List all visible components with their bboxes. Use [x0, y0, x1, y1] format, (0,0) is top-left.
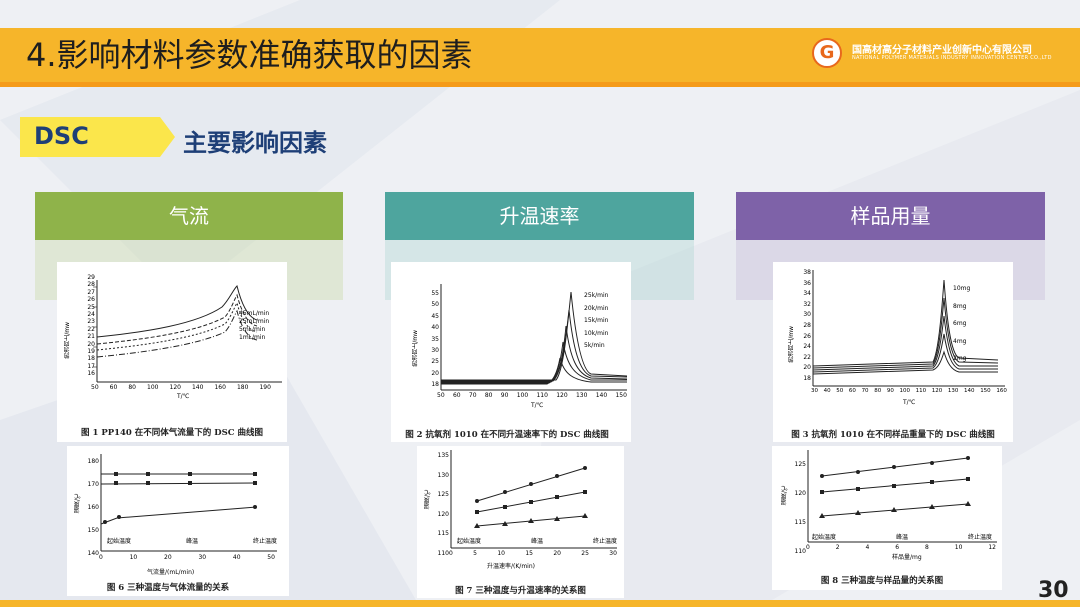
figure-1-yticks: 29 28 27 26 25 24 23 22 21 20 19 18 17 16 — [87, 274, 95, 378]
figure-2-yticks: 55 50 45 40 35 30 25 20 18 — [431, 290, 439, 389]
figure-1-legend: 45mL/min 25mL/min 5mL/min 1mL/min — [239, 310, 270, 341]
figure-8-xlabel: 样品量/mg — [892, 554, 922, 561]
figure-1-ylabel: 热流向上/mw — [64, 322, 71, 359]
figure-6-xticks: 0 10 20 30 40 50 — [99, 554, 275, 561]
figure-3-yticks: 38 36 34 32 30 28 26 24 22 20 18 — [803, 269, 811, 382]
figure-2-ylabel: 热流向上/mw — [412, 330, 419, 367]
header-sample-mass: 样品用量 — [736, 192, 1045, 240]
slide-title: 4.影响材料参数准确获取的因素 — [26, 36, 473, 74]
figure-1-xlabel: T/℃ — [177, 393, 190, 400]
figure-8-yticks: 125 120 115 110 — [794, 461, 806, 555]
header-airflow: 气流 — [35, 192, 343, 240]
company-logo: G 国高材高分子材料产业创新中心有限公司 NATIONAL POLYMER MA… — [812, 38, 1072, 68]
figure-1-xticks: 50 60 80 100 120 140 160 180 190 — [91, 384, 271, 391]
figure-1-caption: 图 1 PP140 在不同体气流量下的 DSC 曲线图 — [80, 428, 263, 438]
logo-mark-icon: G — [812, 38, 842, 68]
figure-2-plot — [440, 284, 628, 391]
figure-7-xticks: 0 5 10 15 20 25 30 — [449, 550, 617, 557]
bottom-bar — [0, 600, 1080, 607]
figure-8-temp-vs-sample-mass: 温度/℃ 125 120 115 110 起始温度 峰温 终止温度 0 2 4 6 8 10 12 样… — [772, 446, 1002, 590]
figure-6-yticks: 180 170 160 150 140 — [87, 458, 99, 557]
figure-8-legend: 起始温度 峰温 终止温度 — [812, 534, 992, 541]
figure-3-legend: 10mg 8mg 6mg 4mg 2mg — [953, 285, 971, 362]
figure-6-xlabel: 气流量/(mL/min) — [147, 569, 195, 576]
figure-8-caption: 图 8 三种温度与样品量的关系图 — [820, 576, 944, 586]
dsc-tag: DSC — [20, 117, 175, 157]
figure-1-dsc-airflow: 热流向上/mw 29 28 27 26 25 24 23 22 21 20 19 18 17 16 50 6… — [57, 262, 287, 442]
figure-2-caption: 图 2 抗氧剂 1010 在不同升温速率下的 DSC 曲线图 — [405, 430, 609, 440]
logo-name-cn: 国高材高分子材料产业创新中心有限公司 — [852, 45, 1032, 56]
figure-2-xlabel: T/℃ — [531, 402, 544, 409]
figure-8-plot — [807, 450, 997, 543]
figure-7-legend: 起始温度 峰温 终止温度 — [457, 538, 617, 545]
section-subtitle: 主要影响因素 — [183, 129, 327, 157]
title-bar — [0, 28, 1080, 87]
figure-7-plot — [450, 450, 617, 549]
figure-7-yticks: 135 130 125 120 115 110 — [437, 452, 449, 557]
figure-3-plot — [812, 270, 1005, 387]
logo-name-en: NATIONAL POLYMER MATERIALS INDUSTRY INNO… — [852, 55, 1052, 61]
figure-2-xticks: 50 60 70 80 90 100 110 120 130 140 150 — [437, 392, 627, 399]
figure-3-xlabel: T/℃ — [903, 399, 916, 406]
figure-6-caption: 图 6 三种温度与气体流量的关系 — [106, 583, 230, 593]
figure-6-temp-vs-airflow: 温度/℃ 180 170 160 150 140 起始温度 峰温 终止温度 0 10 20 30 4… — [67, 446, 289, 596]
figure-7-xlabel: 升温速率/(K/min) — [487, 563, 535, 570]
figure-7-caption: 图 7 三种温度与升温速率的关系图 — [455, 586, 586, 596]
figure-7-temp-vs-heating-rate: 温度/℃ 135 130 125 120 115 110 起始温度 峰温 终止温度 0 5 10 1… — [417, 446, 624, 598]
figure-3-xticks: 30 40 50 60 70 80 90 100 110 120 130 140 150 160 — [811, 388, 1007, 394]
figure-6-legend: 起始温度 峰温 终止温度 — [107, 538, 277, 545]
figure-6-plot — [100, 454, 277, 552]
figure-3-ylabel: 热流向上/mw — [788, 326, 795, 363]
header-heating-rate: 升温速率 — [385, 192, 694, 240]
figure-2-dsc-heating-rate: 热流向上/mw 55 50 45 40 35 30 25 20 18 50 60 70 80 90 100… — [391, 262, 631, 442]
page-number: 30 — [1038, 578, 1069, 603]
figure-3-caption: 图 3 抗氧剂 1010 在不同样品重量下的 DSC 曲线图 — [791, 430, 995, 440]
figure-8-xticks: 0 2 4 6 8 10 12 — [806, 544, 996, 551]
figure-3-dsc-sample-mass: 热流向上/mw 38 36 34 32 30 28 26 24 22 20 18 30 40 50 60 7… — [773, 262, 1013, 442]
figure-1-plot — [93, 280, 282, 383]
figure-2-legend: 25k/min 20k/min 15k/min 10k/min 5k/min — [584, 292, 609, 349]
dsc-tag-label: DSC — [34, 122, 89, 150]
